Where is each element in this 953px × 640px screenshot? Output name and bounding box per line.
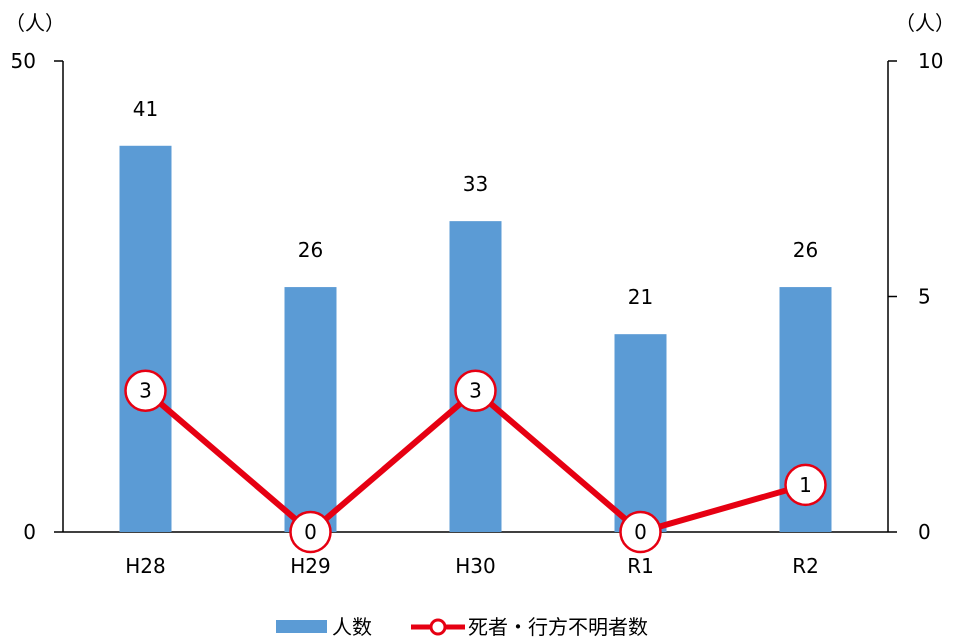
line-value-label: 0 — [634, 520, 647, 544]
bar — [284, 287, 337, 532]
left-axis-ticks: 0 50 — [11, 49, 63, 544]
bar-value-label: 26 — [298, 238, 323, 262]
legend-bar-swatch — [276, 620, 327, 633]
x-axis-labels: H28 H29 H30 R1 R2 — [125, 554, 819, 578]
legend-line-label: 死者・行方不明者数 — [468, 615, 648, 639]
right-axis-unit: （人） — [895, 11, 953, 35]
right-tick-label: 0 — [918, 520, 931, 544]
bar-value-labels: 41 26 33 21 26 — [133, 97, 818, 309]
line-marker — [454, 369, 497, 412]
line-markers: 3 0 3 0 1 — [124, 369, 827, 554]
line-value-label: 0 — [304, 520, 317, 544]
bar-value-label: 26 — [793, 238, 818, 262]
line-value-label: 3 — [139, 379, 152, 403]
bar — [119, 145, 172, 532]
line-value-label: 3 — [469, 379, 482, 403]
left-tick-label: 0 — [23, 520, 36, 544]
bar-series — [119, 145, 832, 532]
right-tick-label: 5 — [918, 285, 931, 309]
line-marker — [619, 510, 662, 554]
line-marker — [289, 510, 332, 554]
x-tick-label: R1 — [627, 554, 654, 578]
right-tick-label: 10 — [918, 49, 943, 73]
legend-line-marker — [429, 618, 447, 636]
bar-value-label: 41 — [133, 97, 158, 121]
x-tick-label: H29 — [290, 554, 331, 578]
legend: 人数 死者・行方不明者数 — [276, 615, 648, 639]
x-tick-label: H28 — [125, 554, 166, 578]
left-tick-label: 50 — [11, 49, 36, 73]
line-marker — [124, 369, 167, 412]
x-tick-label: R2 — [792, 554, 819, 578]
bar-value-label: 21 — [628, 285, 653, 309]
bar-value-label: 33 — [463, 172, 488, 196]
x-tick-label: H30 — [455, 554, 496, 578]
line-marker — [784, 463, 827, 507]
right-axis-ticks: 0 5 10 — [888, 49, 943, 544]
line-value-label: 1 — [799, 473, 812, 497]
left-axis-unit: （人） — [5, 11, 65, 35]
bar — [614, 334, 667, 532]
legend-bar-label: 人数 — [332, 615, 372, 639]
